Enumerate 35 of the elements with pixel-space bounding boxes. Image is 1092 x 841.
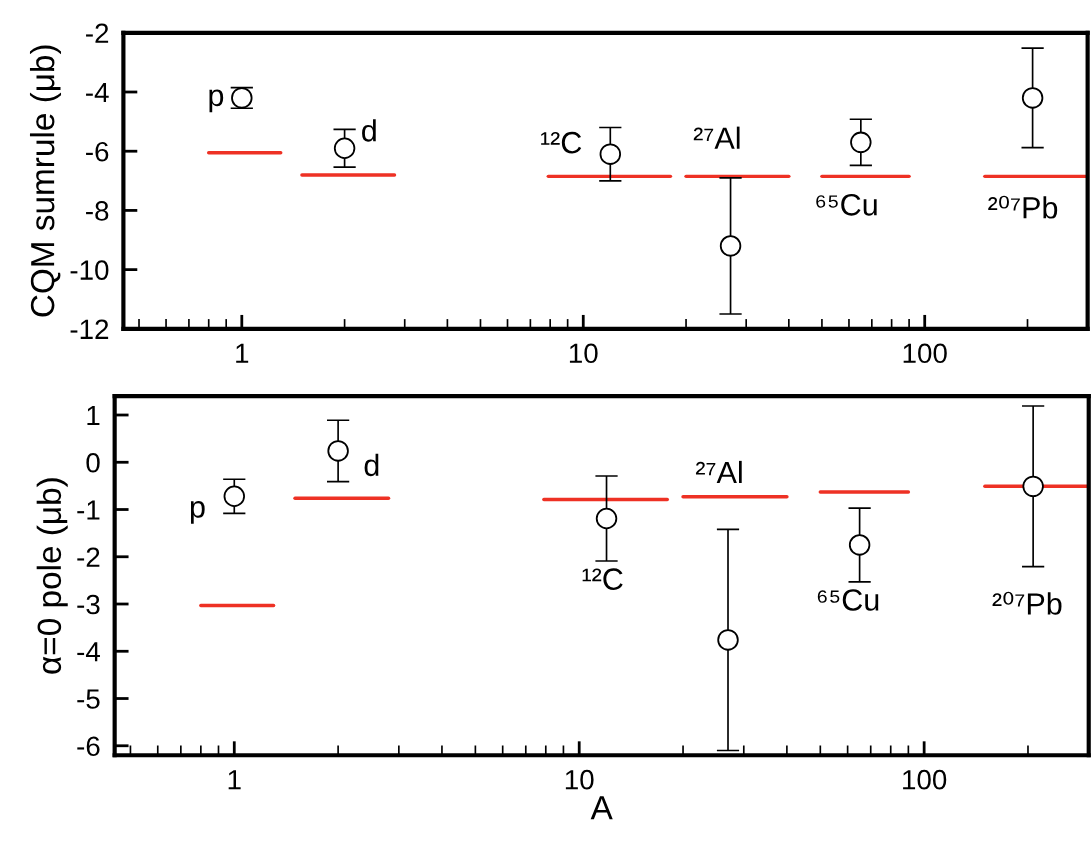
annotation: p [209, 89, 224, 113]
y-tick-label: -12 [70, 319, 109, 339]
y-tick-label: -10 [70, 260, 109, 280]
y-axis-title: α=0 pole (μb) [36, 478, 68, 674]
annotation: ²⁰⁷Pb [992, 591, 1062, 615]
y-tick-label: -6 [86, 141, 109, 162]
y-tick-label: 0 [86, 452, 100, 473]
annotation: ⁶⁵Cu [816, 194, 877, 216]
y-tick-label: -2 [86, 23, 109, 43]
annotation: ²⁷Al [693, 126, 740, 149]
y-tick-label: -6 [77, 736, 100, 757]
y-tick-label: 1 [87, 405, 100, 426]
x-tick-label: 10 [569, 343, 598, 364]
x-tick-label: 1 [228, 770, 241, 790]
annotation: d [364, 453, 379, 477]
annotation: ¹²C [541, 131, 582, 154]
annotation: ¹²C [582, 568, 623, 590]
annotation: ²⁰⁷Pb [988, 195, 1058, 219]
annotation: ²⁷Al [695, 460, 742, 484]
y-tick-label: -3 [77, 594, 100, 615]
x-tick-label: 10 [565, 769, 594, 790]
x-tick-label: 1 [236, 343, 249, 363]
y-tick-label: -5 [77, 689, 100, 709]
y-tick-label: -4 [77, 642, 100, 662]
x-tick-label: 100 [903, 769, 947, 790]
x-axis-title: A [590, 796, 613, 820]
y-tick-label: -2 [77, 547, 100, 567]
annotation: ⁶⁵Cu [817, 589, 879, 611]
y-tick-label: -1 [77, 500, 100, 520]
annotation: p [190, 501, 205, 524]
y-axis-title: CQM sumrule (μb) [29, 45, 62, 317]
annotation: d [362, 119, 376, 142]
x-tick-label: 100 [903, 343, 947, 364]
y-tick-label: -4 [86, 82, 109, 103]
y-tick-label: -8 [86, 201, 109, 221]
